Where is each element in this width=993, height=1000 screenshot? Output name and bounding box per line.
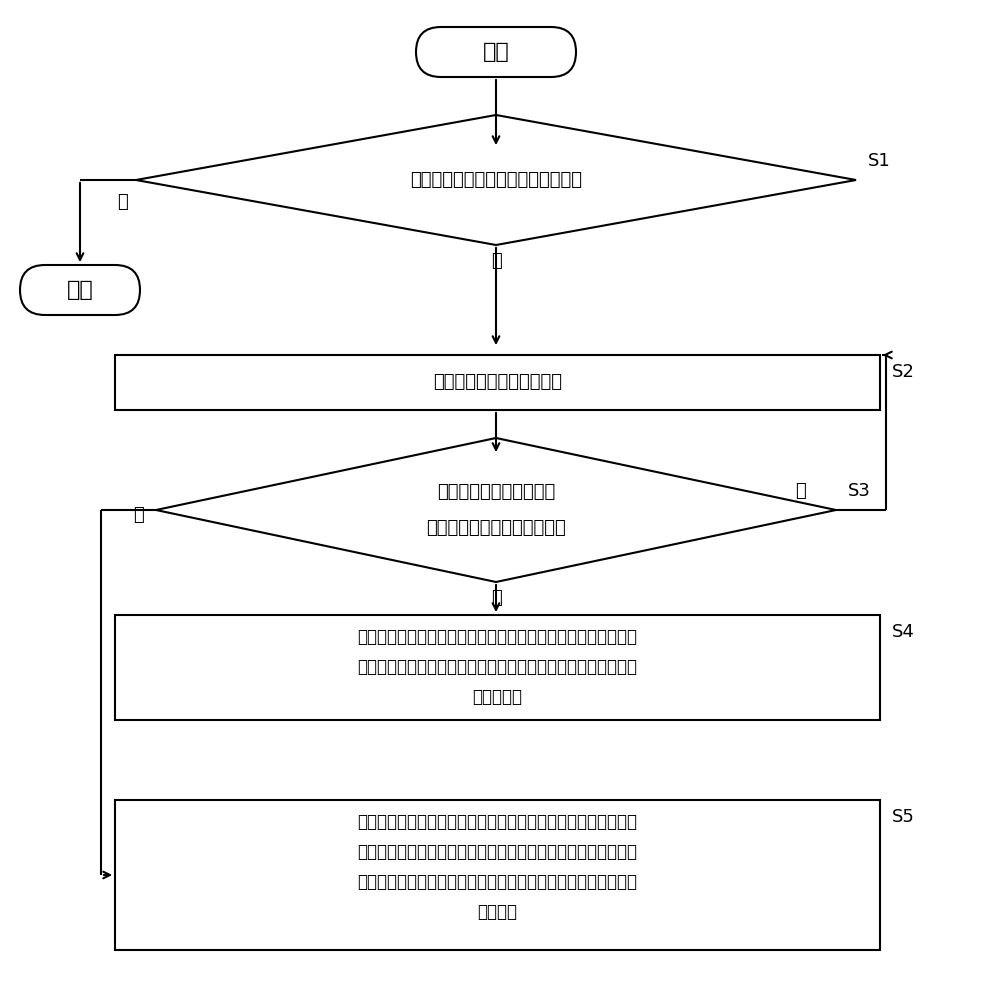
Text: 行无线充电，并通过无线充电设备控制外部设备与移动终端进行: 行无线充电，并通过无线充电设备控制外部设备与移动终端进行 [357, 873, 638, 891]
Text: 是: 是 [133, 506, 144, 524]
Text: 无线充电设备的充电区域之上: 无线充电设备的充电区域之上 [426, 519, 566, 537]
Text: 开始: 开始 [483, 42, 509, 62]
Text: 线充电设备的充电区域之上时，控制无线充电设备对移动终端进: 线充电设备的充电区域之上时，控制无线充电设备对移动终端进 [357, 658, 638, 676]
Text: 行无线充电: 行无线充电 [473, 688, 522, 706]
Text: 检测移动终端是否已置于: 检测移动终端是否已置于 [437, 483, 555, 501]
Text: S4: S4 [892, 623, 915, 641]
Bar [115, 800, 880, 950]
Text: 数据传输: 数据传输 [478, 903, 517, 921]
Text: 当识别出外部设备的类型为第二类型，且检测移动终端已置于无: 当识别出外部设备的类型为第二类型，且检测移动终端已置于无 [357, 813, 638, 831]
Text: 线充电设备的充电区域之上时，控制无线充电设备对移动终端进: 线充电设备的充电区域之上时，控制无线充电设备对移动终端进 [357, 843, 638, 861]
Text: S1: S1 [868, 152, 891, 170]
FancyBboxPatch shape [20, 265, 140, 315]
Text: 当识别出外部设备的类型为第一类型，且检测移动终端已置于无: 当识别出外部设备的类型为第一类型，且检测移动终端已置于无 [357, 628, 638, 646]
Text: S3: S3 [848, 482, 871, 500]
Bar [115, 615, 880, 720]
Text: 否: 否 [117, 193, 128, 211]
Text: S5: S5 [892, 808, 915, 826]
Bar [115, 355, 880, 410]
Text: 对外部设备的类型进行识别: 对外部设备的类型进行识别 [433, 373, 562, 391]
FancyBboxPatch shape [416, 27, 576, 77]
Text: 是: 是 [491, 252, 501, 270]
Text: 否: 否 [795, 482, 806, 500]
Text: 检测无线充电设备是否连接外部设备: 检测无线充电设备是否连接外部设备 [410, 171, 582, 189]
Text: 结束: 结束 [67, 280, 93, 300]
Polygon shape [136, 115, 856, 245]
Text: 是: 是 [491, 589, 501, 607]
Polygon shape [156, 438, 836, 582]
Text: S2: S2 [892, 363, 915, 381]
